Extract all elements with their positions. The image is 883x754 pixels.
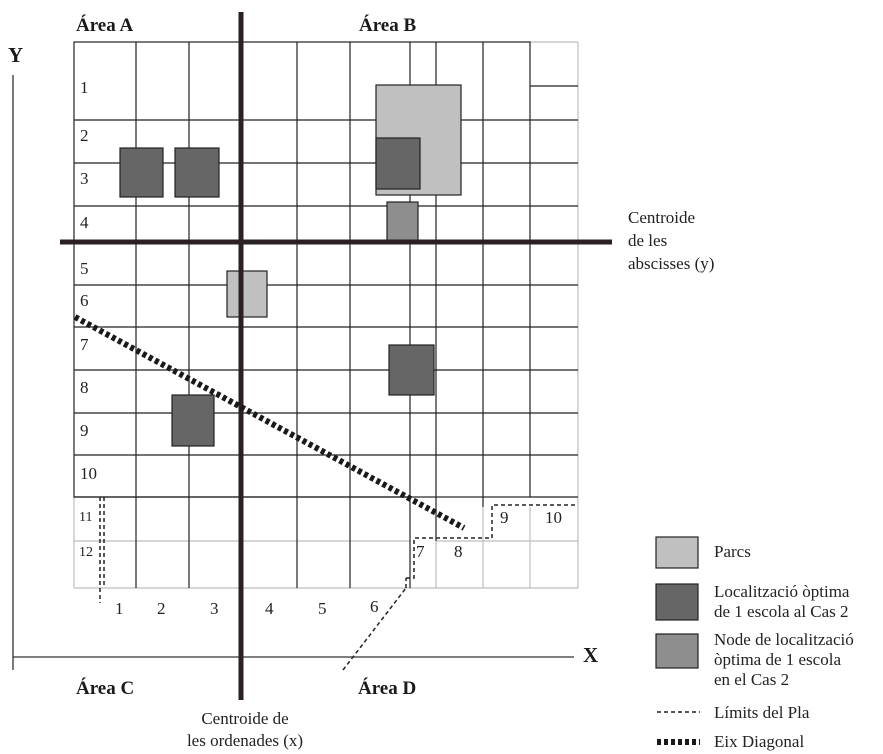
centroid-abscisses-line: de les [628, 231, 667, 250]
row-number: 8 [80, 378, 89, 397]
coordinate-axes [12, 75, 574, 670]
boundary-number: 10 [545, 508, 562, 527]
boundary-number: 8 [454, 542, 463, 561]
legend-node-swatch [655, 633, 699, 669]
y-axis-label: Y [8, 43, 23, 67]
column-number: 6 [370, 597, 379, 616]
centroid-lines [60, 12, 612, 700]
school-c [171, 394, 215, 447]
row-number: 2 [80, 126, 89, 145]
row-number: 12 [79, 545, 93, 560]
school-a-right [174, 147, 220, 198]
boundary-number: 9 [500, 508, 509, 527]
row-number: 11 [79, 510, 92, 525]
legend-node-label: òptima de 1 escola [714, 650, 841, 669]
row-number: 7 [80, 335, 89, 354]
legend-node-label: en el Cas 2 [714, 670, 789, 689]
legend-eix-label: Eix Diagonal [714, 732, 804, 751]
outer-grid-light [73, 41, 579, 589]
boundary-number: 7 [416, 542, 425, 561]
row-number: 1 [80, 78, 89, 97]
row-number: 4 [80, 213, 89, 232]
row-number: 10 [80, 464, 97, 483]
column-numbers: 1 2 3 4 5 6 [115, 597, 379, 618]
boundary-numbers: 7 8 9 10 [416, 508, 562, 561]
column-number: 2 [157, 599, 166, 618]
centroid-abscisses-line: Centroide [628, 208, 695, 227]
centroid-abscisses-line: abscisses (y) [628, 254, 714, 273]
node-b [386, 201, 419, 242]
column-number: 1 [115, 599, 124, 618]
legend-limits-label: Límits del Pla [714, 703, 810, 722]
row-number: 9 [80, 421, 89, 440]
area-a-label: Área A [76, 14, 133, 36]
row-numbers: 1 2 3 4 5 6 7 8 9 10 11 12 [79, 78, 97, 560]
school-d [388, 344, 435, 396]
centroid-abscisses-label: Centroide de les abscisses (y) [628, 208, 714, 273]
legend-node-label: Node de localització [714, 630, 854, 649]
centroid-ordenades-label: Centroide de les ordenades (x) [187, 709, 303, 750]
legend-park-label: Parcs [714, 542, 751, 561]
column-number: 5 [318, 599, 327, 618]
school-b [375, 137, 421, 190]
legend-school-label: Localització òptima [714, 582, 850, 601]
row-number: 5 [80, 259, 89, 278]
school-a-left [119, 147, 164, 198]
plan-limits [99, 497, 578, 671]
row-number: 6 [80, 291, 89, 310]
centroid-ordenades-line: Centroide de [201, 709, 288, 728]
legend-school-label: de 1 escola al Cas 2 [714, 602, 849, 621]
park-center [226, 270, 268, 318]
column-number: 4 [265, 599, 274, 618]
centroid-ordenades-line: les ordenades (x) [187, 731, 303, 750]
legend-park-swatch [655, 536, 699, 569]
x-axis-label: X [583, 643, 598, 667]
legend-school-swatch [655, 583, 699, 621]
main-grid [73, 41, 578, 588]
area-d-label: Área D [358, 677, 416, 699]
column-number: 3 [210, 599, 219, 618]
diagonal-axis [73, 314, 466, 531]
area-b-label: Área B [359, 14, 416, 36]
row-number: 3 [80, 169, 89, 188]
legend: Parcs Localització òptima de 1 escola al… [655, 536, 854, 751]
area-c-label: Área C [76, 677, 134, 699]
